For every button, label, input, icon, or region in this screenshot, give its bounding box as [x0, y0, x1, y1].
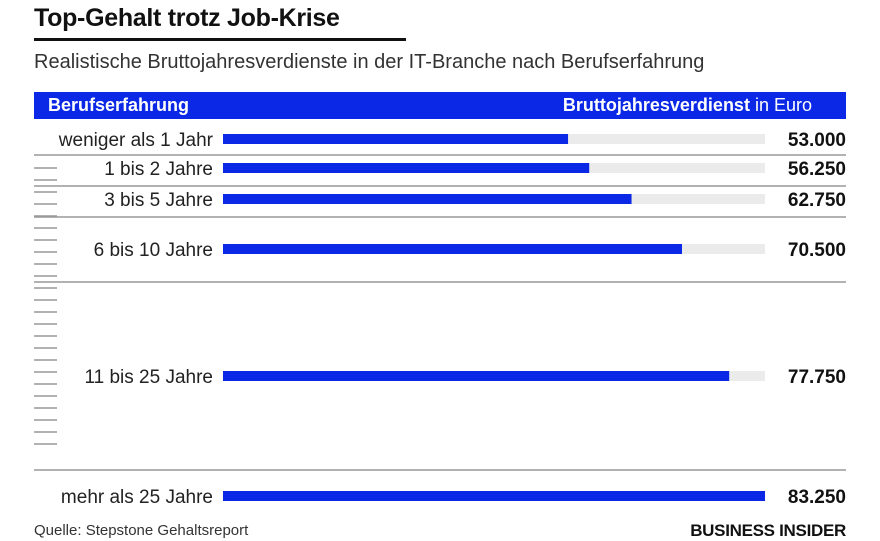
- chart-title: Top-Gehalt trotz Job-Krise: [34, 4, 340, 32]
- category-label: 1 bis 2 Jahre: [104, 159, 213, 180]
- value-label: 83.250: [788, 487, 846, 508]
- value-label: 56.250: [788, 159, 846, 180]
- category-label-background: [53, 130, 216, 151]
- brand-logo: BUSINESS INSIDER: [690, 521, 846, 540]
- value-label: 62.750: [788, 190, 846, 211]
- category-label-background: [100, 190, 215, 211]
- salary-bar: [223, 244, 682, 254]
- chart-subtitle: Realistische Bruttojahresverdienste in d…: [34, 51, 705, 73]
- category-label: 11 bis 25 Jahre: [84, 367, 213, 388]
- salary-bar: [223, 371, 730, 381]
- salary-bar: [223, 194, 632, 204]
- source-note: Quelle: Stepstone Gehaltsreport: [34, 522, 249, 539]
- category-label-background: [100, 159, 215, 180]
- column-header-bar: Berufserfahrung Bruttojahresverdienst in…: [34, 92, 846, 119]
- category-label: weniger als 1 Jahr: [58, 130, 214, 151]
- salary-bar: [223, 163, 590, 173]
- header-salary-unit: in Euro: [749, 95, 812, 115]
- category-label-background: [80, 367, 215, 388]
- category-label: 3 bis 5 Jahre: [104, 190, 213, 211]
- header-experience-label: Berufserfahrung: [48, 95, 190, 115]
- value-label: 77.750: [788, 367, 846, 388]
- salary-bar: [223, 134, 569, 144]
- category-label: 6 bis 10 Jahre: [94, 240, 213, 261]
- category-label-background: [56, 487, 215, 508]
- category-label-background: [89, 240, 215, 261]
- category-label: mehr als 25 Jahre: [61, 487, 213, 508]
- value-label: 53.000: [788, 130, 846, 151]
- title-underline: [34, 38, 406, 41]
- value-label: 70.500: [788, 240, 846, 261]
- header-salary-label: Bruttojahresverdienst in Euro: [563, 95, 812, 116]
- salary-bar: [223, 491, 765, 501]
- header-salary-bold: Bruttojahresverdienst: [562, 95, 750, 115]
